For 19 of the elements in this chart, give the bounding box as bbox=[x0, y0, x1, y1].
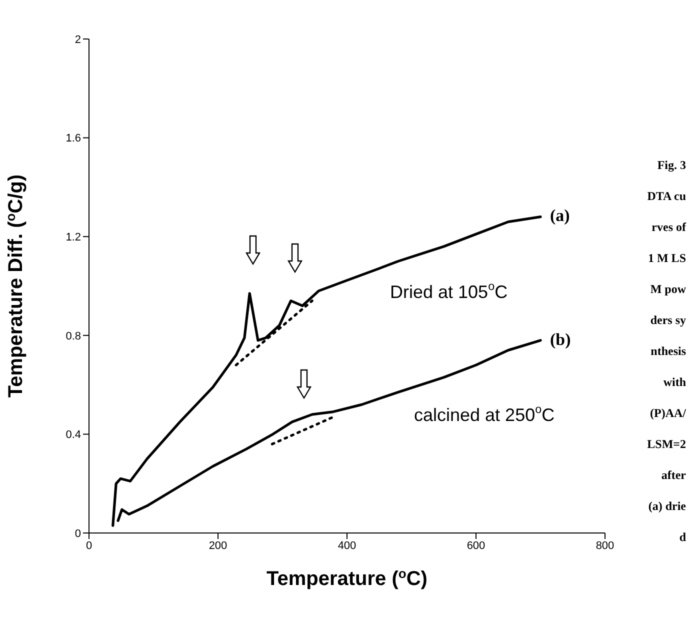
annotation: (a) bbox=[550, 206, 570, 225]
line-series bbox=[116, 339, 542, 522]
y-tick-label: 0 bbox=[74, 528, 81, 540]
x-axis-title: Temperature ($^{o}$C) bbox=[266, 566, 428, 590]
y-tick-label: 0.8 bbox=[66, 330, 81, 342]
annotation: (b) bbox=[550, 330, 571, 349]
x-tick-label: 800 bbox=[596, 540, 614, 552]
y-tick-label: 2 bbox=[74, 34, 81, 46]
y-tick-label: 1.2 bbox=[66, 232, 81, 244]
x-tick-label: 0 bbox=[86, 540, 92, 552]
line-series bbox=[112, 216, 542, 527]
annotation: Dried at 105$^{o}$C bbox=[390, 280, 508, 302]
x-tick-label: 200 bbox=[208, 540, 228, 552]
text: Fig. 3 DTA curves of 1 M LSM powders synthesis with (P)AA/LSM=2 after (a) dried bbox=[647, 158, 686, 544]
annotation: calcined at 250$^{o}$C bbox=[414, 402, 555, 425]
y-tick-label: 0.4 bbox=[66, 429, 81, 442]
y-tick-label: 1.6 bbox=[66, 132, 81, 145]
x-tick-label: 400 bbox=[338, 540, 356, 552]
x-tick-label: 600 bbox=[466, 540, 486, 552]
